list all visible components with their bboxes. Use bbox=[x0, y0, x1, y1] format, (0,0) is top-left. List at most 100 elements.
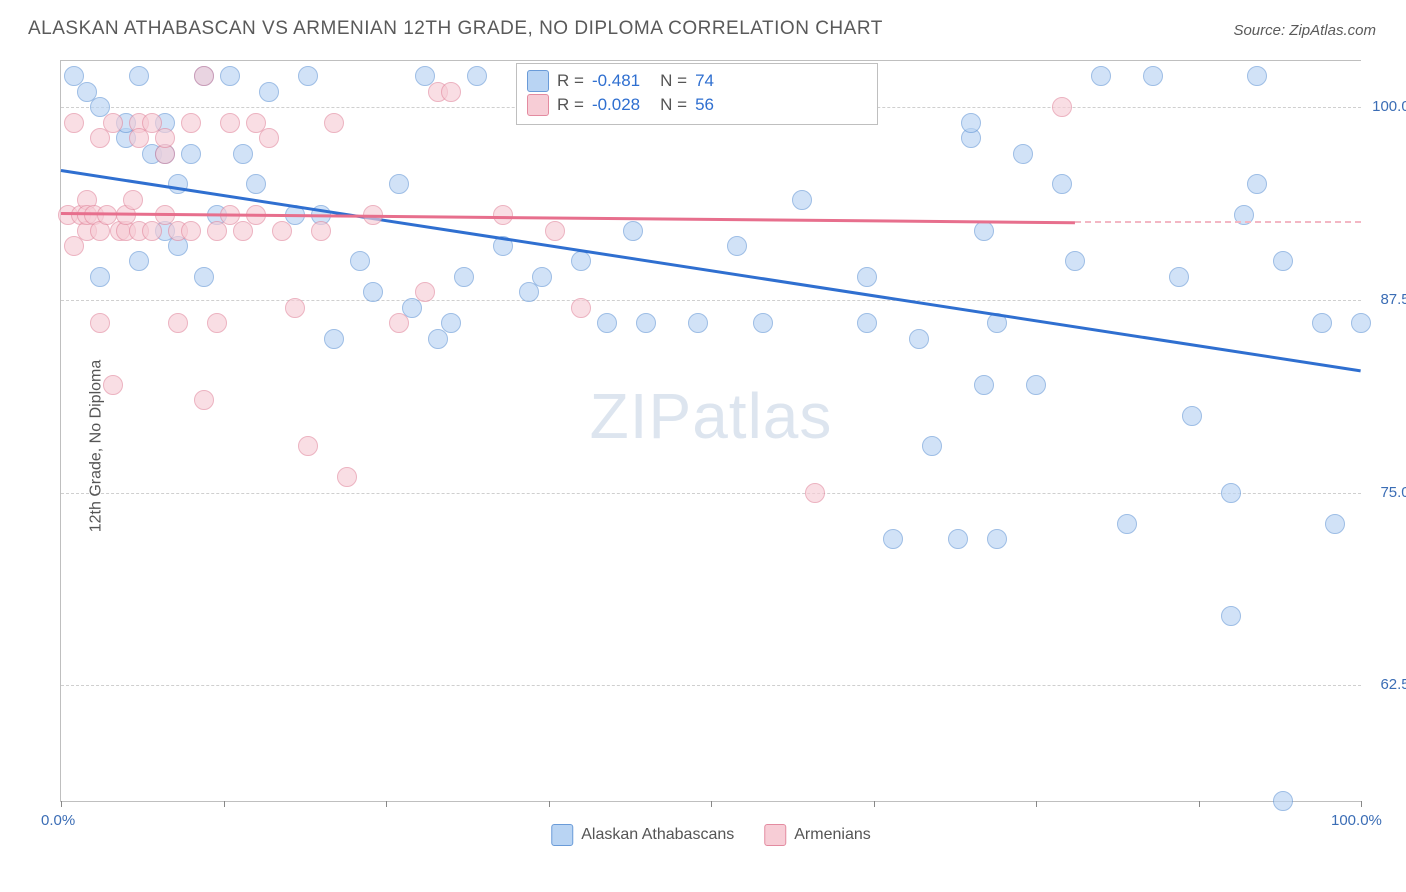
data-point bbox=[441, 313, 461, 333]
x-tick-label: 0.0% bbox=[41, 812, 75, 829]
n-value: 74 bbox=[695, 71, 714, 91]
data-point bbox=[194, 390, 214, 410]
r-value: -0.481 bbox=[592, 71, 640, 91]
trend-line bbox=[61, 169, 1361, 372]
data-point bbox=[961, 113, 981, 133]
data-point bbox=[1052, 97, 1072, 117]
data-point bbox=[1052, 174, 1072, 194]
data-point bbox=[805, 483, 825, 503]
data-point bbox=[571, 251, 591, 271]
data-point bbox=[727, 236, 747, 256]
x-tick bbox=[1036, 801, 1037, 807]
legend-label: Alaskan Athabascans bbox=[581, 826, 734, 844]
data-point bbox=[1182, 406, 1202, 426]
data-point bbox=[207, 313, 227, 333]
data-point bbox=[389, 174, 409, 194]
n-value: 56 bbox=[695, 95, 714, 115]
data-point bbox=[194, 66, 214, 86]
data-point bbox=[246, 174, 266, 194]
y-tick-label: 87.5% bbox=[1380, 291, 1406, 308]
data-point bbox=[298, 66, 318, 86]
legend-stat-row: R =-0.481N =74 bbox=[527, 70, 867, 92]
grid-line bbox=[61, 685, 1361, 686]
data-point bbox=[792, 190, 812, 210]
data-point bbox=[545, 221, 565, 241]
x-tick bbox=[711, 801, 712, 807]
data-point bbox=[259, 82, 279, 102]
data-point bbox=[1273, 251, 1293, 271]
x-tick bbox=[1361, 801, 1362, 807]
data-point bbox=[1169, 267, 1189, 287]
data-point bbox=[311, 221, 331, 241]
data-point bbox=[1351, 313, 1371, 333]
data-point bbox=[974, 375, 994, 395]
data-point bbox=[324, 113, 344, 133]
data-point bbox=[259, 128, 279, 148]
data-point bbox=[194, 267, 214, 287]
x-tick bbox=[549, 801, 550, 807]
source-label: Source: ZipAtlas.com bbox=[1233, 22, 1376, 39]
data-point bbox=[129, 251, 149, 271]
x-tick-label: 100.0% bbox=[1331, 812, 1382, 829]
x-tick bbox=[224, 801, 225, 807]
legend-label: Armenians bbox=[794, 826, 870, 844]
data-point bbox=[688, 313, 708, 333]
legend-swatch bbox=[527, 70, 549, 92]
data-point bbox=[1091, 66, 1111, 86]
data-point bbox=[1221, 606, 1241, 626]
data-point bbox=[181, 144, 201, 164]
data-point bbox=[987, 529, 1007, 549]
r-label: R = bbox=[557, 71, 584, 91]
legend-item: Armenians bbox=[764, 824, 870, 846]
data-point bbox=[753, 313, 773, 333]
data-point bbox=[298, 436, 318, 456]
data-point bbox=[623, 221, 643, 241]
data-point bbox=[1117, 514, 1137, 534]
data-point bbox=[272, 221, 292, 241]
legend-stat-row: R = -0.028 N = 56 bbox=[527, 94, 867, 116]
data-point bbox=[90, 267, 110, 287]
data-point bbox=[1065, 251, 1085, 271]
x-tick bbox=[61, 801, 62, 807]
x-tick bbox=[1199, 801, 1200, 807]
y-tick-label: 62.5% bbox=[1380, 676, 1406, 693]
x-tick bbox=[874, 801, 875, 807]
data-point bbox=[64, 113, 84, 133]
data-point bbox=[233, 144, 253, 164]
watermark: ZIPatlas bbox=[590, 379, 833, 453]
data-point bbox=[857, 267, 877, 287]
r-label: R = bbox=[557, 95, 584, 115]
n-label: N = bbox=[660, 95, 687, 115]
data-point bbox=[974, 221, 994, 241]
data-point bbox=[90, 313, 110, 333]
data-point bbox=[181, 113, 201, 133]
legend-series: Alaskan Athabascans Armenians bbox=[551, 824, 870, 846]
data-point bbox=[1325, 514, 1345, 534]
data-point bbox=[337, 467, 357, 487]
data-point bbox=[857, 313, 877, 333]
data-point bbox=[571, 298, 591, 318]
data-point bbox=[636, 313, 656, 333]
r-value: -0.028 bbox=[592, 95, 640, 115]
data-point bbox=[103, 113, 123, 133]
data-point bbox=[1221, 483, 1241, 503]
data-point bbox=[1312, 313, 1332, 333]
data-point bbox=[155, 128, 175, 148]
scatter-chart: ZIPatlas R =-0.481N =74R =-0.028N =56 Al… bbox=[60, 60, 1361, 802]
data-point bbox=[467, 66, 487, 86]
data-point bbox=[597, 313, 617, 333]
legend-stats: R = -0.481 N = 74 R = -0.028 N = 56 bbox=[516, 63, 878, 125]
data-point bbox=[1247, 174, 1267, 194]
legend-swatch bbox=[527, 94, 549, 116]
data-point bbox=[1273, 791, 1293, 811]
data-point bbox=[1247, 66, 1267, 86]
data-point bbox=[883, 529, 903, 549]
legend-swatch bbox=[551, 824, 573, 846]
data-point bbox=[1026, 375, 1046, 395]
x-tick bbox=[386, 801, 387, 807]
data-point bbox=[181, 221, 201, 241]
y-tick-label: 75.0% bbox=[1380, 484, 1406, 501]
data-point bbox=[415, 282, 435, 302]
data-point bbox=[324, 329, 344, 349]
data-point bbox=[532, 267, 552, 287]
